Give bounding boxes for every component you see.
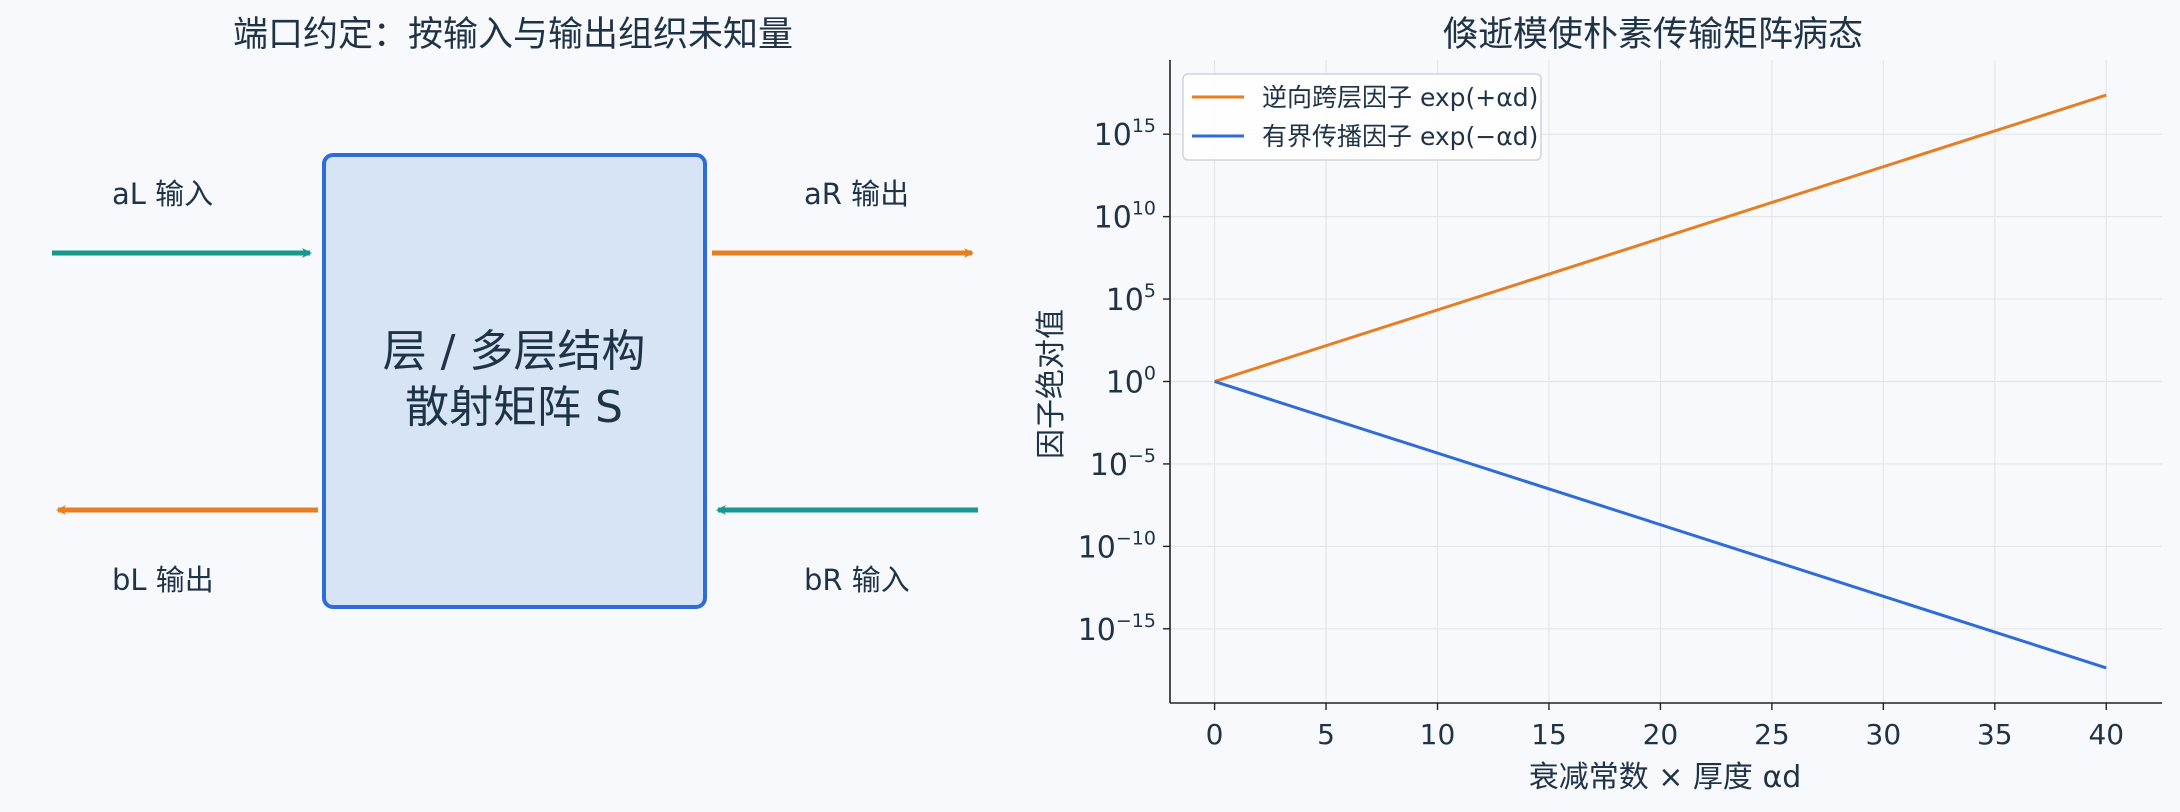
x-tick-label: 5 <box>1317 718 1335 751</box>
label-aR: aR 输出 <box>804 177 909 211</box>
chart: 倏逝模使朴素传输矩阵病态 0 5 10 15 20 25 30 35 40 10−1510−10… <box>1034 15 2162 795</box>
x-tick-label: 25 <box>1754 718 1790 751</box>
x-tick-label: 10 <box>1420 718 1456 751</box>
y-tick-label: 10−10 <box>1078 527 1156 565</box>
x-tick-label: 30 <box>1866 718 1902 751</box>
x-tick-label: 40 <box>2088 718 2124 751</box>
x-tick-label: 20 <box>1643 718 1679 751</box>
label-bR: bR 输入 <box>804 563 910 597</box>
series-line-bounded <box>1214 380 2107 670</box>
x-tick-label: 0 <box>1206 718 1224 751</box>
scattering-box <box>322 153 707 609</box>
series-lines <box>1214 93 2107 670</box>
x-tick-label: 15 <box>1531 718 1567 751</box>
label-bL: bL 输出 <box>112 563 214 597</box>
y-tick-labels: 10−15 10−10 10−5 100 105 1010 1015 <box>1078 115 1156 648</box>
y-axis-label: 因子绝对值 <box>1034 309 1069 459</box>
port-diagram: 端口约定：按输入与输出组织未知量 层 / 多层结构 散射矩阵 S aL 输入 a… <box>52 15 978 609</box>
series-line-reverse <box>1214 93 2107 383</box>
x-axis-label: 衰减常数 × 厚度 αd <box>1529 760 1802 795</box>
x-tick-labels: 0 5 10 15 20 25 30 35 40 <box>1206 718 2124 751</box>
legend-box <box>1182 73 1542 161</box>
label-aL: aL 输入 <box>112 177 213 211</box>
y-tick-label: 105 <box>1106 280 1156 318</box>
y-tick-label: 1010 <box>1094 198 1156 236</box>
legend: 逆向跨层因子 exp(+αd) 有界传播因子 exp(−αd) <box>1182 73 1542 161</box>
axes <box>1163 60 2162 710</box>
y-tick-label: 10−5 <box>1090 445 1156 483</box>
y-tick-label: 100 <box>1106 363 1156 401</box>
legend-label-reverse: 逆向跨层因子 exp(+αd) <box>1262 83 1538 112</box>
x-tick-label: 35 <box>1977 718 2013 751</box>
y-tick-label: 1015 <box>1094 115 1156 153</box>
box-label-line2: 散射矩阵 S <box>405 382 623 433</box>
chart-title: 倏逝模使朴素传输矩阵病态 <box>1443 15 1863 55</box>
legend-label-bounded: 有界传播因子 exp(−αd) <box>1262 122 1538 151</box>
box-label-line1: 层 / 多层结构 <box>383 326 646 377</box>
y-tick-label: 10−15 <box>1078 610 1156 648</box>
diagram-title: 端口约定：按输入与输出组织未知量 <box>233 15 793 55</box>
